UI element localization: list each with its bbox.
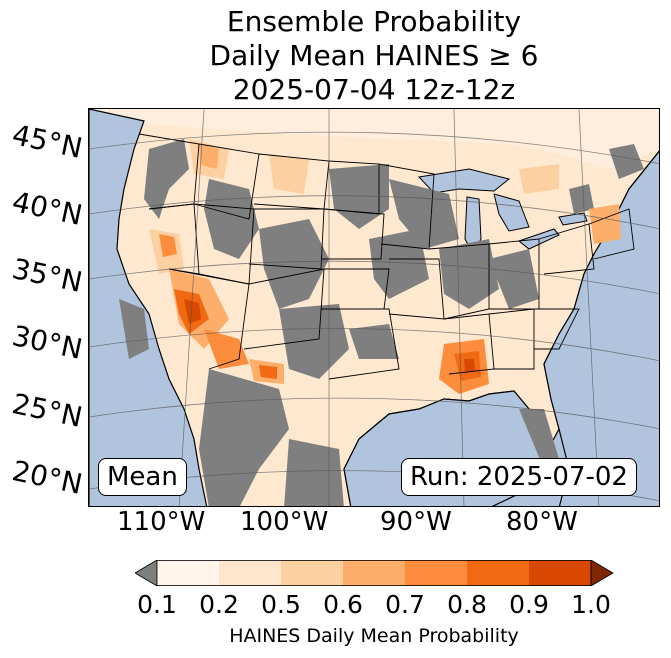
lat-label-30: 30°N	[9, 319, 86, 366]
colorbar-under-arrow	[135, 560, 158, 586]
colorbar-tick-6: 0.9	[509, 590, 549, 619]
colorbar-bin-4	[405, 560, 467, 586]
colorbar-bin-6	[529, 560, 591, 586]
colorbar-tick-5: 0.8	[447, 590, 487, 619]
graticule	[89, 109, 659, 506]
title-line-1: Ensemble Probability	[226, 5, 522, 38]
run-label-box: Run: 2025-07-02	[401, 458, 637, 496]
map-panel	[88, 108, 660, 507]
title-line-2: Daily Mean HAINES ≥ 6	[209, 39, 539, 72]
colorbar-tick-2: 0.5	[261, 590, 301, 619]
colorbar-tick-7: 1.0	[571, 590, 611, 619]
title-line-3: 2025-07-04 12z-12z	[232, 73, 516, 106]
colorbar-tick-4: 0.7	[385, 590, 425, 619]
lon-label-80w: 80°W	[506, 507, 578, 537]
map-canvas	[89, 109, 659, 506]
no-data-regions	[119, 139, 644, 506]
lon-label-110w: 110°W	[117, 507, 206, 537]
lat-label-35: 35°N	[9, 252, 86, 299]
lon-label-100w: 100°W	[240, 507, 329, 537]
lat-label-20: 20°N	[9, 454, 86, 501]
colorbar-label: HAINES Daily Mean Probability	[229, 625, 519, 647]
lat-label-45: 45°N	[9, 118, 86, 165]
state-borders	[138, 133, 635, 380]
colorbar	[135, 560, 614, 586]
colorbar-bin-2	[281, 560, 343, 586]
colorbar-over-arrow	[590, 560, 614, 586]
lat-label-25: 25°N	[9, 387, 86, 434]
pacific-ocean	[89, 109, 208, 506]
colorbar-outline	[156, 560, 592, 586]
colorbar-bin-1	[219, 560, 281, 586]
canada-region	[89, 109, 659, 169]
lat-label-40: 40°N	[9, 185, 86, 232]
colorbar-tick-1: 0.2	[199, 590, 239, 619]
colorbar-bin-0	[157, 560, 219, 586]
colorbar-tick-0: 0.1	[137, 590, 177, 619]
colorbar-tick-3: 0.6	[323, 590, 363, 619]
colorbar-bin-3	[343, 560, 405, 586]
lon-label-90w: 90°W	[380, 507, 452, 537]
stat-label-box: Mean	[98, 458, 187, 496]
lake-huron	[493, 193, 530, 232]
colorbar-bin-5	[467, 560, 529, 586]
